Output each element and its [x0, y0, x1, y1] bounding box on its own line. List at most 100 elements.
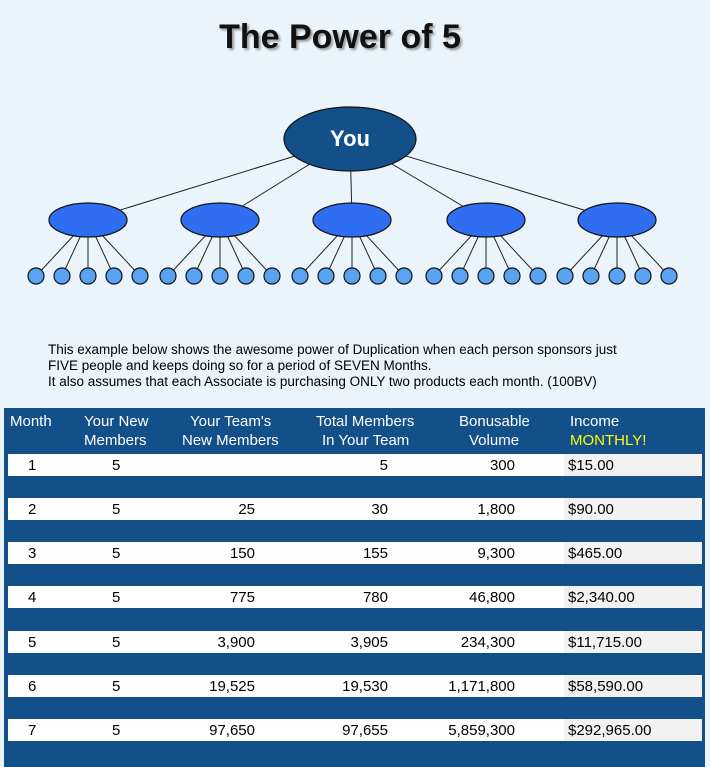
root-node: [283, 106, 417, 172]
level2-node: [529, 267, 547, 285]
cell-month: 6: [28, 678, 37, 695]
level1-node: [446, 202, 526, 238]
header-month: Month: [10, 413, 52, 430]
level2-node: [159, 267, 177, 285]
level2-node: [634, 267, 652, 285]
cell-total-members: 155: [362, 545, 388, 562]
cell-team-new-members: 97,650: [209, 722, 255, 739]
level2-node: [263, 267, 281, 285]
level2-node: [27, 267, 45, 285]
tree-nodes: [27, 106, 678, 285]
header-income: Income MONTHLY!: [570, 412, 646, 450]
header-team-new-members: Your Team's New Members: [182, 412, 279, 450]
cell-total-members: 5: [379, 457, 388, 474]
cell-total-members: 97,655: [342, 722, 388, 739]
cell-income: $15.00: [568, 457, 614, 474]
level2-node: [317, 267, 335, 285]
cell-income: $90.00: [568, 501, 614, 518]
level2-node: [660, 267, 678, 285]
level2-node: [608, 267, 626, 285]
level1-node: [180, 202, 260, 238]
header-line: Total Members: [316, 413, 415, 430]
level2-node: [451, 267, 469, 285]
header-bonusable-volume: Bonusable Volume: [459, 412, 530, 450]
level2-node: [211, 267, 229, 285]
header-line: In Your Team: [322, 432, 410, 449]
level2-node: [105, 267, 123, 285]
description-line: It also assumes that each Associate is p…: [48, 374, 597, 389]
table-row: 5 5 3,900 3,905 234,300 $11,715.00: [4, 631, 705, 653]
cell-bonusable-volume: 300: [489, 457, 515, 474]
cell-team-new-members: 3,900: [217, 634, 255, 651]
cell-team-new-members: 150: [229, 545, 255, 562]
level1-node: [312, 202, 392, 238]
table-row: 6 5 19,525 19,530 1,171,800 $58,590.00: [4, 675, 705, 697]
root-node-label: You: [330, 126, 370, 151]
cell-new-members: 5: [112, 722, 121, 739]
header-line: New Members: [182, 432, 279, 449]
level2-node: [556, 267, 574, 285]
description-line: This example below shows the awesome pow…: [48, 342, 617, 357]
description-line: FIVE people and keeps doing so for a per…: [48, 358, 432, 373]
level2-node: [131, 267, 149, 285]
cell-new-members: 5: [112, 678, 121, 695]
header-line: Your Team's: [190, 413, 272, 430]
level2-node: [425, 267, 443, 285]
header-line: Your New: [84, 413, 149, 430]
level2-node: [343, 267, 361, 285]
table-row: 4 5 775 780 46,800 $2,340.00: [4, 586, 705, 608]
cell-income: $58,590.00: [568, 678, 644, 695]
org-tree-diagram: You: [27, 106, 678, 285]
page-title: The Power of 5: [219, 18, 461, 56]
cell-income: $2,340.00: [568, 589, 635, 606]
level2-node: [369, 267, 387, 285]
cell-income: $11,715.00: [568, 634, 642, 651]
header-line: Members: [84, 432, 147, 449]
cell-bonusable-volume: 46,800: [469, 589, 515, 606]
cell-team-new-members: 775: [229, 589, 255, 606]
level2-node: [477, 267, 495, 285]
cell-bonusable-volume: 5,859,300: [448, 722, 515, 739]
cell-bonusable-volume: 9,300: [477, 545, 515, 562]
level2-node: [53, 267, 71, 285]
level2-node: [395, 267, 413, 285]
level1-node: [48, 202, 128, 238]
level2-node: [237, 267, 255, 285]
cell-bonusable-volume: 1,171,800: [448, 678, 515, 695]
header-line: Income: [570, 413, 620, 430]
cell-month: 1: [28, 457, 37, 474]
header-line: Volume: [469, 432, 520, 449]
level2-node: [79, 267, 97, 285]
table-row: 7 5 97,650 97,655 5,859,300 $292,965.00: [4, 719, 705, 741]
cell-month: 7: [28, 722, 37, 739]
cell-new-members: 5: [112, 589, 121, 606]
cell-new-members: 5: [112, 634, 121, 651]
header-highlight: MONTHLY!: [570, 432, 647, 449]
cell-month: 3: [28, 545, 37, 562]
level2-node: [291, 267, 309, 285]
cell-total-members: 3,905: [350, 634, 388, 651]
cell-bonusable-volume: 234,300: [460, 634, 515, 651]
header-line: Bonusable: [459, 413, 530, 430]
cell-new-members: 5: [112, 501, 121, 518]
cell-month: 4: [28, 589, 37, 606]
level1-node: [577, 202, 657, 238]
header-total-members: Total Members In Your Team: [316, 412, 414, 450]
level2-node: [582, 267, 600, 285]
cell-total-members: 780: [362, 589, 388, 606]
cell-new-members: 5: [112, 545, 121, 562]
cell-income: $292,965.00: [568, 722, 652, 739]
level2-node: [185, 267, 203, 285]
cell-month: 5: [28, 634, 37, 651]
description: This example below shows the awesome pow…: [48, 342, 688, 390]
cell-team-new-members: 19,525: [209, 678, 255, 695]
cell-month: 2: [28, 501, 37, 518]
cell-total-members: 19,530: [342, 678, 388, 695]
level2-node: [503, 267, 521, 285]
table-row: 1 5 5 300 $15.00: [4, 454, 705, 476]
cell-bonusable-volume: 1,800: [477, 501, 515, 518]
cell-new-members: 5: [112, 457, 121, 474]
duplication-table: Month Your New Members Your Team's New M…: [4, 408, 705, 767]
header-new-members: Your New Members: [84, 412, 148, 450]
cell-income: $465.00: [568, 545, 623, 562]
